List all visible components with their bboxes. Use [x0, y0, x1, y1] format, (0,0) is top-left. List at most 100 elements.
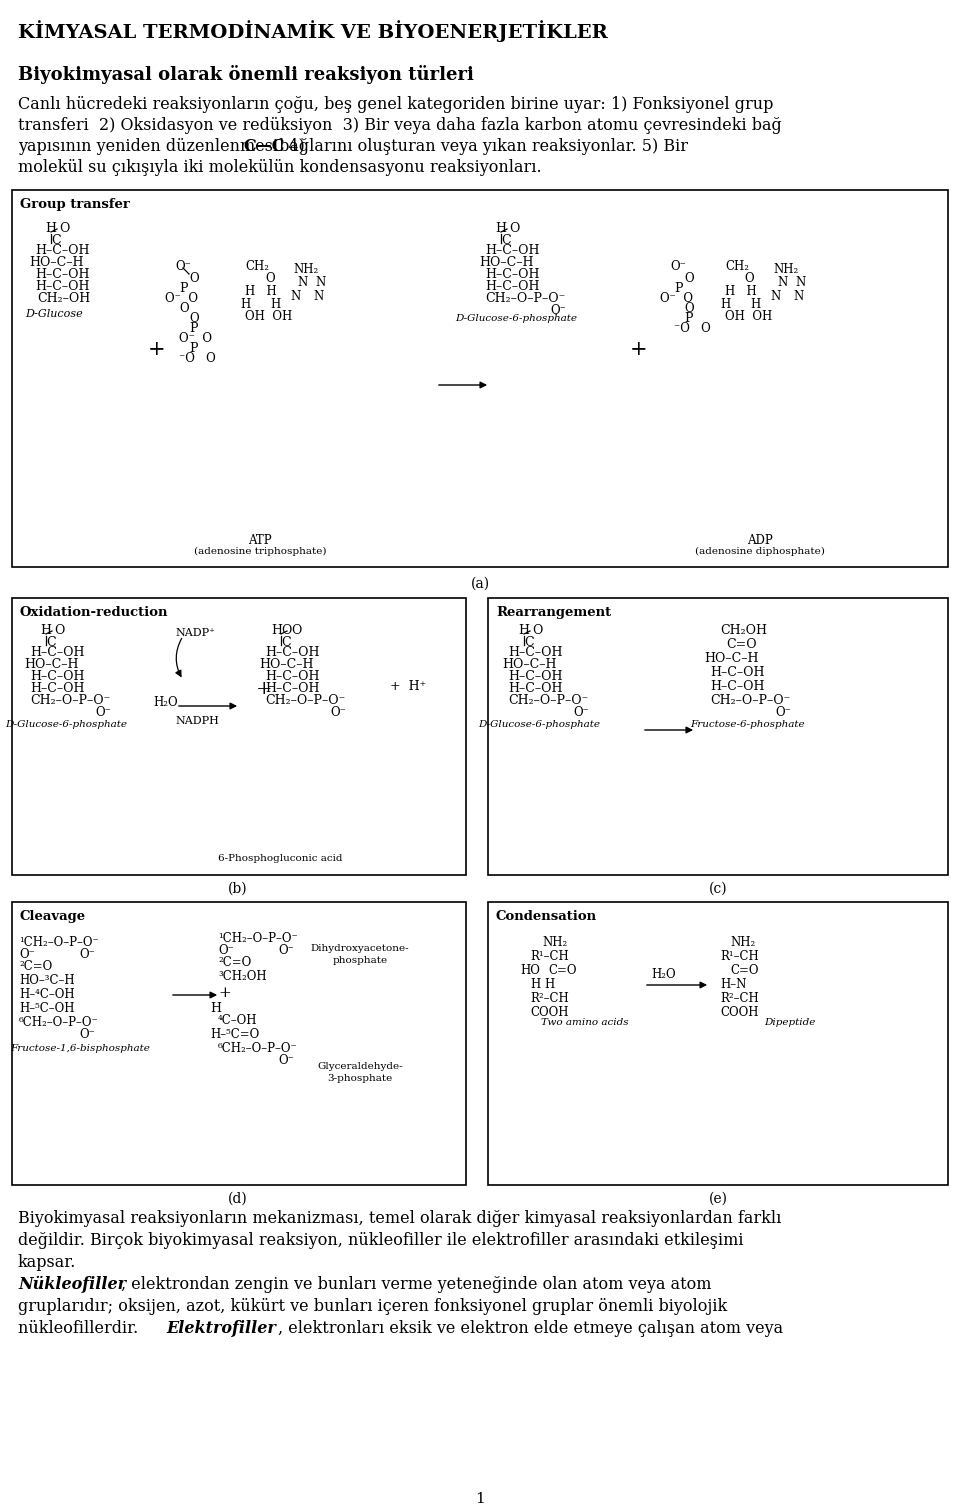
Text: Dihydroxyacetone-: Dihydroxyacetone-	[311, 944, 409, 953]
Text: +: +	[218, 986, 230, 999]
Text: CH₂–O–P–O⁻: CH₂–O–P–O⁻	[710, 694, 790, 707]
Text: phosphate: phosphate	[332, 956, 388, 965]
Text: H: H	[45, 223, 56, 235]
Text: OH  OH: OH OH	[245, 310, 292, 324]
Text: O: O	[684, 272, 694, 284]
Text: Fructose-1,6-bisphosphate: Fructose-1,6-bisphosphate	[10, 1044, 150, 1054]
Text: O⁻: O⁻	[573, 706, 588, 719]
Text: O⁻: O⁻	[670, 260, 685, 272]
Text: O: O	[684, 303, 694, 315]
Text: C=O: C=O	[726, 638, 756, 652]
Text: O⁻: O⁻	[330, 706, 346, 719]
Text: H: H	[518, 625, 529, 637]
Text: H–C–OH: H–C–OH	[30, 646, 84, 659]
Text: kapsar.: kapsar.	[18, 1254, 77, 1272]
Text: CH₂–O–P–O⁻: CH₂–O–P–O⁻	[508, 694, 588, 707]
Text: O: O	[179, 303, 188, 315]
Text: H–C–OH: H–C–OH	[508, 682, 563, 695]
Text: H: H	[720, 298, 731, 312]
Text: bağlarını oluşturan veya yıkan reaksiyonlar. 5) Bir: bağlarını oluşturan veya yıkan reaksiyon…	[274, 138, 687, 155]
Text: N: N	[793, 290, 804, 303]
Text: P: P	[179, 281, 187, 295]
Text: C: C	[524, 637, 534, 649]
Text: H–C–OH: H–C–OH	[265, 646, 320, 659]
Text: (adenosine diphosphate): (adenosine diphosphate)	[695, 546, 825, 557]
Text: Condensation: Condensation	[496, 911, 597, 923]
Text: ⁴C–OH: ⁴C–OH	[218, 1014, 257, 1026]
Text: NADPH: NADPH	[175, 716, 219, 725]
Text: P: P	[189, 342, 198, 355]
Text: N: N	[290, 290, 300, 303]
Text: O: O	[744, 272, 754, 284]
Text: H: H	[40, 625, 51, 637]
Text: ¹CH₂–O–P–O⁻: ¹CH₂–O–P–O⁻	[19, 936, 99, 950]
Text: C: C	[501, 233, 511, 247]
Text: C: C	[281, 637, 291, 649]
Text: H–C–OH: H–C–OH	[265, 670, 320, 683]
Text: H–C–OH: H–C–OH	[485, 268, 540, 281]
Text: HO: HO	[271, 625, 293, 637]
Text: ³CH₂OH: ³CH₂OH	[218, 971, 267, 983]
Text: R²–CH: R²–CH	[720, 992, 758, 1005]
Text: NADP⁺: NADP⁺	[175, 628, 215, 638]
Text: CH₂–OH: CH₂–OH	[37, 292, 90, 306]
Text: O: O	[532, 625, 542, 637]
Text: H–C–OH: H–C–OH	[30, 670, 84, 683]
Text: H–C–OH: H–C–OH	[508, 646, 563, 659]
Text: O⁻: O⁻	[95, 706, 110, 719]
Text: H–C–OH: H–C–OH	[485, 244, 540, 257]
Text: HO–C–H: HO–C–H	[704, 652, 758, 665]
Text: N: N	[777, 275, 787, 289]
Text: O⁻: O⁻	[278, 944, 294, 957]
Text: R¹–CH: R¹–CH	[720, 950, 758, 963]
Text: Two amino acids: Two amino acids	[541, 1017, 629, 1026]
Text: Biyokimyasal olarak önemli reaksiyon türleri: Biyokimyasal olarak önemli reaksiyon tür…	[18, 65, 474, 84]
Text: Fructose-6-phosphate: Fructose-6-phosphate	[690, 719, 804, 728]
Text: H–C–OH: H–C–OH	[265, 682, 320, 695]
Text: H₂O: H₂O	[153, 695, 178, 709]
Text: O: O	[189, 312, 199, 325]
Text: Rearrangement: Rearrangement	[496, 607, 612, 619]
Text: O: O	[59, 223, 69, 235]
Text: KİMYASAL TERMODİNAMİK VE BİYOENERJETİKLER: KİMYASAL TERMODİNAMİK VE BİYOENERJETİKLE…	[18, 20, 608, 42]
Text: O⁻  O: O⁻ O	[165, 292, 198, 306]
Text: H–C–OH: H–C–OH	[485, 280, 540, 293]
Bar	[12, 901, 466, 1184]
Text: ⁶CH₂–O–P–O⁻: ⁶CH₂–O–P–O⁻	[218, 1041, 298, 1055]
Text: CH₂–O–P–O⁻: CH₂–O–P–O⁻	[485, 292, 565, 306]
Text: H–C–OH: H–C–OH	[35, 280, 89, 293]
Text: Canlı hücredeki reaksiyonların çoğu, beş genel kategoriden birine uyar: 1) Fonks: Canlı hücredeki reaksiyonların çoğu, beş…	[18, 96, 774, 113]
Text: CH₂–O–P–O⁻: CH₂–O–P–O⁻	[265, 694, 346, 707]
Text: H: H	[270, 298, 280, 312]
Text: O⁻: O⁻	[278, 1054, 294, 1067]
Text: O: O	[54, 625, 64, 637]
Text: O⁻  O: O⁻ O	[179, 333, 212, 345]
Text: H: H	[240, 298, 251, 312]
Text: ²C=O: ²C=O	[19, 960, 52, 974]
Text: O⁻: O⁻	[550, 304, 565, 318]
Text: H–N: H–N	[720, 978, 746, 990]
Text: Elektrofiller: Elektrofiller	[166, 1320, 276, 1336]
Text: D-Glucose: D-Glucose	[25, 309, 83, 319]
Text: HO–C–H: HO–C–H	[259, 658, 314, 671]
Text: OH  OH: OH OH	[725, 310, 772, 324]
Text: H₂O: H₂O	[652, 968, 676, 981]
Text: NH₂: NH₂	[773, 263, 799, 275]
Text: +  H⁺: + H⁺	[390, 680, 426, 692]
Text: H–⁵C=O: H–⁵C=O	[210, 1028, 259, 1041]
Text: C: C	[46, 637, 56, 649]
Text: HO–C–H: HO–C–H	[502, 658, 557, 671]
Text: ⁻O   O: ⁻O O	[179, 352, 216, 366]
Text: HO–C–H: HO–C–H	[479, 256, 534, 269]
Text: CH₂: CH₂	[725, 260, 749, 272]
Text: nükleofillerdir.: nükleofillerdir.	[18, 1320, 143, 1336]
Text: NH₂: NH₂	[293, 263, 319, 275]
Text: +: +	[256, 680, 273, 698]
Bar	[488, 901, 948, 1184]
Text: O⁻: O⁻	[218, 944, 234, 957]
Text: N: N	[795, 275, 805, 289]
Text: ⁶CH₂–O–P–O⁻: ⁶CH₂–O–P–O⁻	[19, 1016, 99, 1029]
Text: (a): (a)	[470, 576, 490, 591]
Text: H–C–OH: H–C–OH	[710, 667, 764, 679]
Text: ¹CH₂–O–P–O⁻: ¹CH₂–O–P–O⁻	[218, 932, 298, 945]
